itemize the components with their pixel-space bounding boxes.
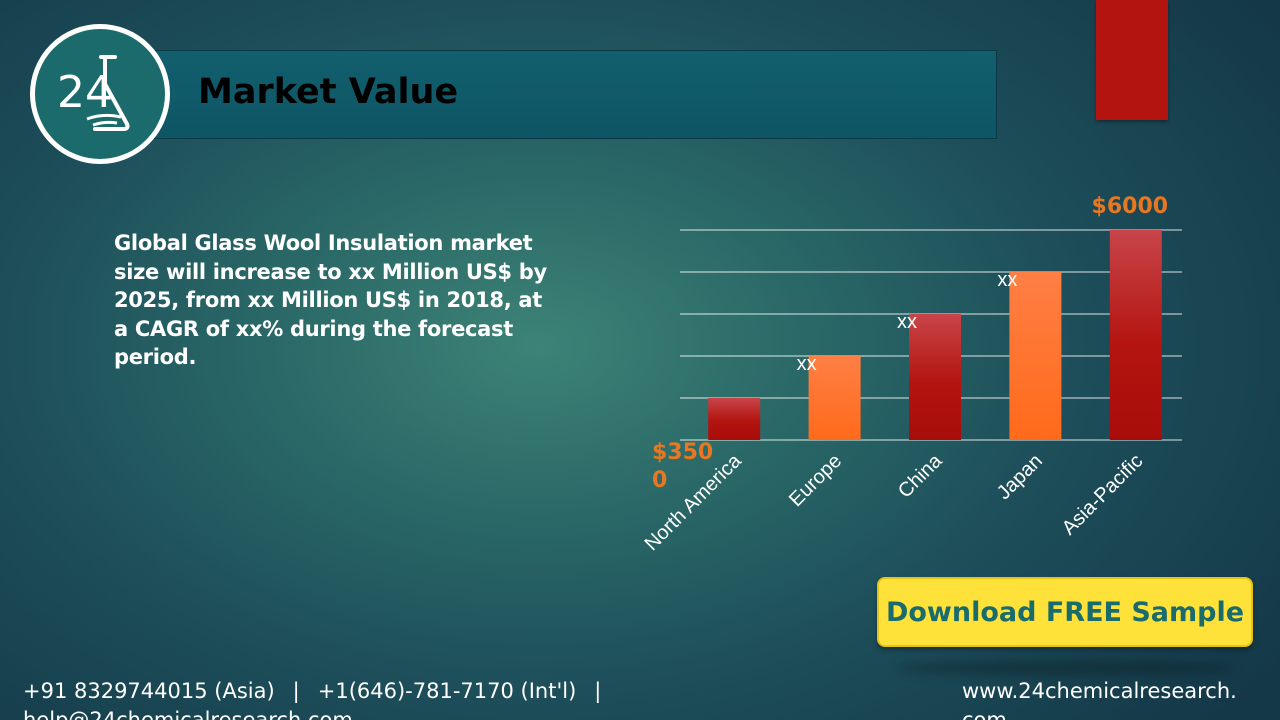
x-tick-label: China [894, 449, 947, 502]
flask-logo-icon: 24 [57, 55, 130, 131]
footer-contact: +91 8329744015 (Asia) | +1(646)-781-7170 (… [23, 677, 619, 720]
data-label: xx [997, 269, 1017, 291]
x-tick-label: Japan [993, 450, 1047, 504]
market-value-chart: North America$350 0 Europe xx China xx Japan xx… [641, 194, 1169, 555]
market-description: Global Glass Wool Insulation market size… [114, 231, 547, 369]
data-label-line: $350 [652, 440, 713, 465]
data-label: $6000 [1092, 194, 1169, 219]
button-shadow [895, 660, 1235, 676]
footer-website[interactable]: www.24chemicalresearch. com [962, 677, 1237, 720]
data-label: xx [797, 353, 817, 375]
phone-intl[interactable]: +1(646)-781-7170 (Int'l) [317, 679, 577, 703]
company-logo[interactable]: 24 [30, 24, 170, 164]
data-label: $350 0 [652, 440, 713, 493]
bar-north-america [708, 398, 761, 440]
decorative-red-block [1096, 0, 1168, 120]
title-bar [150, 50, 997, 139]
download-sample-button[interactable]: Download FREE Sample [877, 577, 1253, 647]
bar-europe [808, 356, 861, 440]
bar-china [909, 314, 961, 440]
separator: | [292, 679, 300, 703]
bar-asia-pacific [1109, 230, 1162, 440]
bar-japan [1009, 272, 1062, 440]
data-label-line: 0 [652, 468, 667, 493]
x-tick-label: Asia-Pacific [1058, 450, 1147, 539]
logo-text: 24 [57, 67, 113, 118]
x-tick-label: Europe [785, 450, 846, 511]
x-tick-label: North America [641, 449, 747, 555]
website-line-2[interactable]: com [962, 708, 1007, 720]
email-link[interactable]: help@24chemicalresearch.com [23, 708, 353, 720]
phone-asia[interactable]: +91 8329744015 (Asia) [23, 679, 275, 703]
page-title: Market Value [198, 72, 459, 112]
website-line-1[interactable]: www.24chemicalresearch. [962, 679, 1237, 703]
separator: | [594, 679, 602, 703]
data-label: xx [897, 311, 917, 333]
